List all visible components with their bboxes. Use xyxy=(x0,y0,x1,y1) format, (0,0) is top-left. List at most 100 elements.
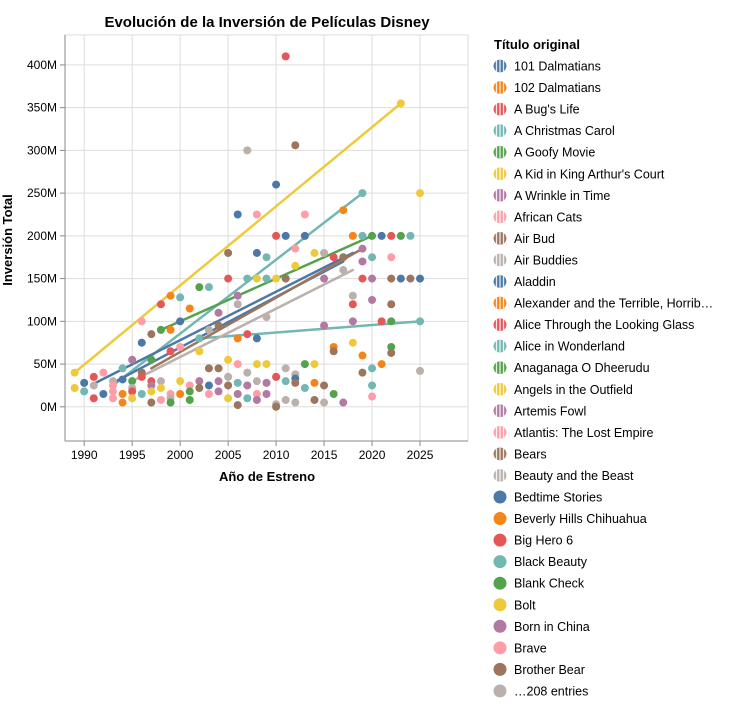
data-point xyxy=(339,206,348,215)
legend-swatch xyxy=(493,361,507,375)
data-point xyxy=(291,398,300,407)
data-point xyxy=(300,360,309,369)
legend-swatch xyxy=(493,662,507,676)
legend-swatch xyxy=(493,468,507,482)
y-tick-label: 200M xyxy=(27,229,57,243)
axes: 1990 1995 2000 2005 2010 2015 2020 2025 0M 50M 100… xyxy=(27,35,468,462)
data-point xyxy=(329,347,338,356)
legend-swatch xyxy=(493,167,507,181)
legend-label: Angels in the Outfield xyxy=(514,383,633,397)
data-point xyxy=(368,364,377,373)
legend-label: …208 entries xyxy=(514,684,588,698)
data-point xyxy=(252,210,261,219)
data-point xyxy=(166,347,175,356)
data-point xyxy=(339,253,348,262)
data-point xyxy=(224,372,233,381)
data-point xyxy=(89,372,98,381)
y-tick-label: 250M xyxy=(27,186,57,200)
data-point xyxy=(339,398,348,407)
data-point xyxy=(387,253,396,262)
data-point xyxy=(204,325,213,334)
data-point xyxy=(416,189,425,198)
legend-items: 101 Dalmatians 102 Dalmatians A Bug's Life… xyxy=(493,59,713,698)
data-point xyxy=(377,317,386,326)
data-point xyxy=(214,387,223,396)
legend-swatch xyxy=(493,512,507,526)
data-point xyxy=(233,210,242,219)
data-point xyxy=(291,244,300,253)
data-point xyxy=(243,368,252,377)
legend-swatch xyxy=(493,296,507,310)
data-point xyxy=(185,387,194,396)
legend-label: 102 Dalmatians xyxy=(514,81,601,95)
legend-swatch xyxy=(493,231,507,245)
data-point xyxy=(348,300,357,309)
data-point xyxy=(368,253,377,262)
data-point xyxy=(70,368,79,377)
legend: Título original 101 Dalmatians 102 Dalmat… xyxy=(493,37,713,698)
data-point xyxy=(156,395,165,404)
data-point xyxy=(252,274,261,283)
data-point xyxy=(396,99,405,108)
data-point xyxy=(416,317,425,326)
legend-swatch xyxy=(493,619,507,633)
legend-label: Artemis Fowl xyxy=(514,404,586,418)
legend-swatch xyxy=(493,684,507,698)
data-point xyxy=(176,342,185,351)
data-point xyxy=(243,381,252,390)
data-point xyxy=(224,248,233,257)
data-point xyxy=(99,389,108,398)
y-tick-label: 0M xyxy=(40,400,57,414)
data-point xyxy=(252,248,261,257)
data-point xyxy=(377,360,386,369)
data-point xyxy=(272,231,281,240)
data-point xyxy=(281,274,290,283)
legend-title: Título original xyxy=(494,37,580,52)
data-point xyxy=(147,381,156,390)
data-point xyxy=(99,368,108,377)
data-point xyxy=(416,274,425,283)
data-point xyxy=(233,334,242,343)
data-point xyxy=(358,189,367,198)
legend-swatch xyxy=(493,253,507,267)
data-point xyxy=(262,378,271,387)
data-point xyxy=(70,384,79,393)
data-point xyxy=(358,351,367,360)
x-tick-label: 2015 xyxy=(311,448,338,462)
data-point xyxy=(281,364,290,373)
data-point xyxy=(204,389,213,398)
data-point xyxy=(108,394,117,403)
data-point xyxy=(118,375,127,384)
data-point xyxy=(291,378,300,387)
legend-label: Beverly Hills Chihuahua xyxy=(514,512,647,526)
legend-swatch xyxy=(493,124,507,138)
data-point xyxy=(128,355,137,364)
data-point xyxy=(368,381,377,390)
chart-title: Evolución de la Inversión de Películas D… xyxy=(104,14,430,31)
data-point xyxy=(233,389,242,398)
data-point xyxy=(272,402,281,411)
data-point xyxy=(406,231,415,240)
legend-swatch xyxy=(493,598,507,612)
x-tick-label: 2025 xyxy=(407,448,434,462)
data-point xyxy=(387,300,396,309)
data-point xyxy=(252,360,261,369)
legend-swatch xyxy=(493,555,507,569)
legend-label: Bears xyxy=(514,447,547,461)
data-point xyxy=(118,389,127,398)
data-point xyxy=(368,392,377,401)
data-point xyxy=(166,325,175,334)
data-point xyxy=(118,364,127,373)
legend-label: Blank Check xyxy=(514,577,585,591)
data-point xyxy=(214,364,223,373)
legend-label: Bolt xyxy=(514,598,536,612)
data-point xyxy=(262,253,271,262)
legend-label: Air Buddies xyxy=(514,253,578,267)
data-point xyxy=(147,355,156,364)
data-point xyxy=(137,372,146,381)
y-tick-label: 100M xyxy=(27,314,57,328)
data-point xyxy=(387,348,396,357)
legend-swatch xyxy=(493,425,507,439)
data-point xyxy=(358,231,367,240)
data-point xyxy=(137,389,146,398)
